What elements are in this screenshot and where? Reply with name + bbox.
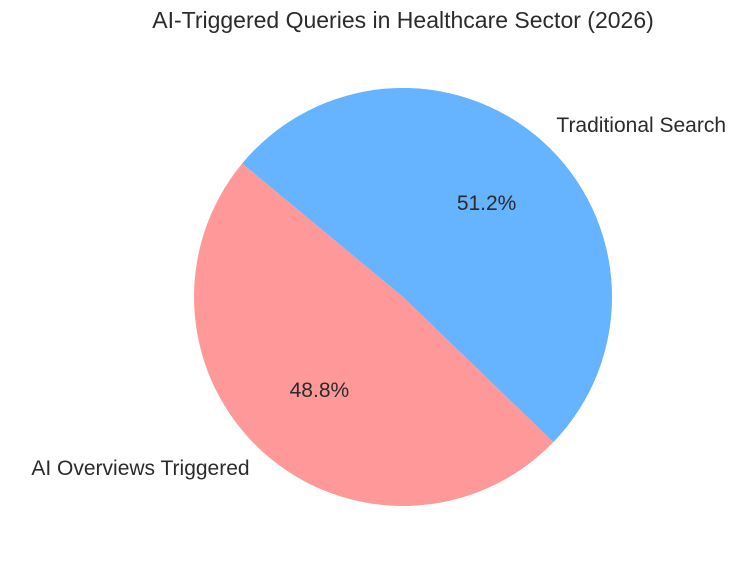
- chart-title: AI-Triggered Queries in Healthcare Secto…: [152, 7, 654, 33]
- percent-label: 51.2%: [457, 192, 517, 215]
- slice-label: Traditional Search: [556, 114, 726, 137]
- pie-slice-traditional-search: [242, 87, 613, 443]
- percent-label: 48.8%: [290, 379, 350, 402]
- pie-slice-ai-overviews-triggered: [194, 163, 554, 506]
- slice-label: AI Overviews Triggered: [31, 457, 249, 480]
